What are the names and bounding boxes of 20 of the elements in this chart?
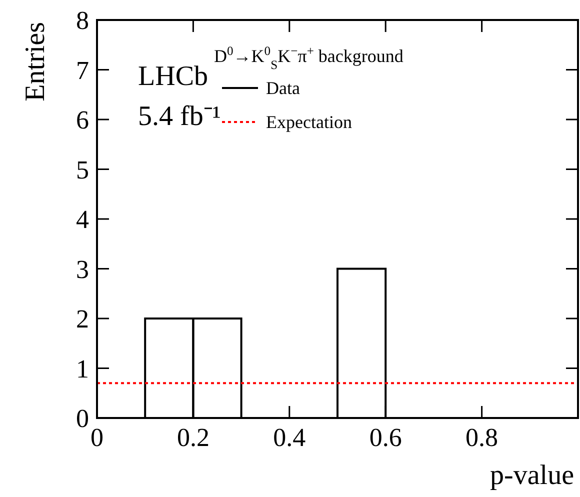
y-tick-label: 2	[76, 304, 89, 334]
y-axis-title: Entries	[20, 22, 51, 102]
x-tick-label: 0.2	[176, 423, 210, 452]
x-tick-label: 0.6	[369, 423, 402, 452]
legend-label: Expectation	[266, 112, 352, 132]
text: D$^{0}$→K$^{0}$$_{S}$K$^{−}$π$^{+}$ background	[214, 44, 404, 72]
y-tick-label: 1	[76, 354, 89, 384]
legend-label: Data	[266, 78, 300, 98]
x-tick-label: 0.4	[273, 423, 306, 452]
x-tick-label: 0.8	[466, 423, 498, 452]
y-tick-label: 0	[76, 404, 89, 433]
y-tick-label: 6	[76, 106, 89, 134]
y-tick-label: 7	[76, 56, 89, 85]
annotation: LHCb	[138, 61, 208, 92]
annotation: 5.4 fb⁻¹	[138, 101, 221, 132]
y-tick-label: 5	[76, 155, 89, 184]
y-tick-label: 4	[76, 205, 89, 234]
y-tick-label: 8	[76, 6, 89, 35]
y-tick-label: 3	[76, 254, 89, 284]
x-axis-title: p-value	[490, 460, 574, 491]
